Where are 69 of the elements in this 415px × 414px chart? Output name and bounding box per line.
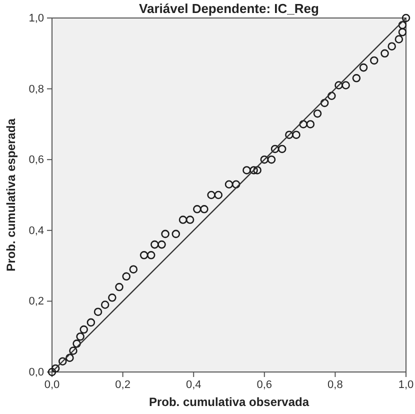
point	[398, 28, 407, 36]
point	[292, 130, 300, 139]
x-tick-label: 0,2	[115, 378, 130, 391]
x-axis-title: Prob. cumulativa observada	[148, 395, 310, 409]
chart-title: Variável Dependente: IC_Reg	[139, 1, 320, 16]
y-tick-label: 0,8	[28, 83, 44, 96]
point	[328, 92, 336, 100]
point	[402, 14, 410, 22]
point	[186, 216, 194, 224]
y-axis-title: Prob. cumulativa esperada	[4, 118, 18, 272]
point	[115, 282, 124, 292]
point	[108, 294, 116, 302]
point	[76, 332, 84, 341]
point	[193, 205, 202, 214]
point	[51, 364, 60, 373]
point	[122, 272, 130, 281]
point	[278, 144, 286, 154]
point	[69, 346, 78, 355]
point	[94, 308, 102, 316]
point	[342, 81, 350, 90]
point	[398, 20, 407, 30]
point	[150, 240, 159, 249]
x-tick-label: 0,6	[256, 378, 272, 391]
point	[66, 354, 74, 362]
y-tick-label: 0,6	[28, 154, 44, 166]
point	[285, 130, 294, 139]
point	[380, 49, 389, 58]
point	[260, 155, 269, 164]
point	[86, 318, 96, 327]
y-tick-label: 0,2	[28, 296, 44, 308]
point	[146, 251, 156, 260]
point	[214, 190, 223, 200]
point	[178, 216, 188, 224]
point	[359, 63, 368, 72]
point	[207, 190, 216, 200]
y-tick-label: 0,0	[28, 366, 44, 379]
point	[250, 166, 258, 174]
point	[224, 180, 234, 188]
point	[129, 265, 138, 274]
point	[242, 166, 251, 174]
x-tick-label: 0,0	[44, 378, 60, 391]
point	[172, 230, 180, 238]
point	[388, 42, 396, 50]
point	[158, 240, 166, 249]
point	[352, 74, 361, 82]
point	[80, 325, 88, 334]
point	[313, 109, 322, 118]
x-tick-label: 0,8	[328, 378, 343, 391]
point	[161, 230, 170, 238]
point	[100, 300, 110, 309]
point	[299, 120, 308, 128]
point	[306, 120, 315, 128]
point	[200, 205, 208, 214]
point	[334, 81, 343, 90]
point	[72, 340, 81, 348]
point	[48, 368, 56, 376]
point	[140, 251, 148, 260]
y-tick-label: 1,0	[28, 12, 44, 25]
point	[394, 35, 404, 44]
point	[253, 166, 262, 174]
point	[232, 180, 240, 188]
point	[370, 56, 378, 65]
y-tick-label: 0,4	[28, 224, 44, 237]
x-tick-label: 0,4	[186, 378, 202, 391]
point	[270, 144, 280, 154]
point	[58, 357, 67, 366]
point	[320, 98, 329, 108]
x-tick-label: 1,0	[398, 378, 414, 391]
point	[267, 155, 276, 164]
